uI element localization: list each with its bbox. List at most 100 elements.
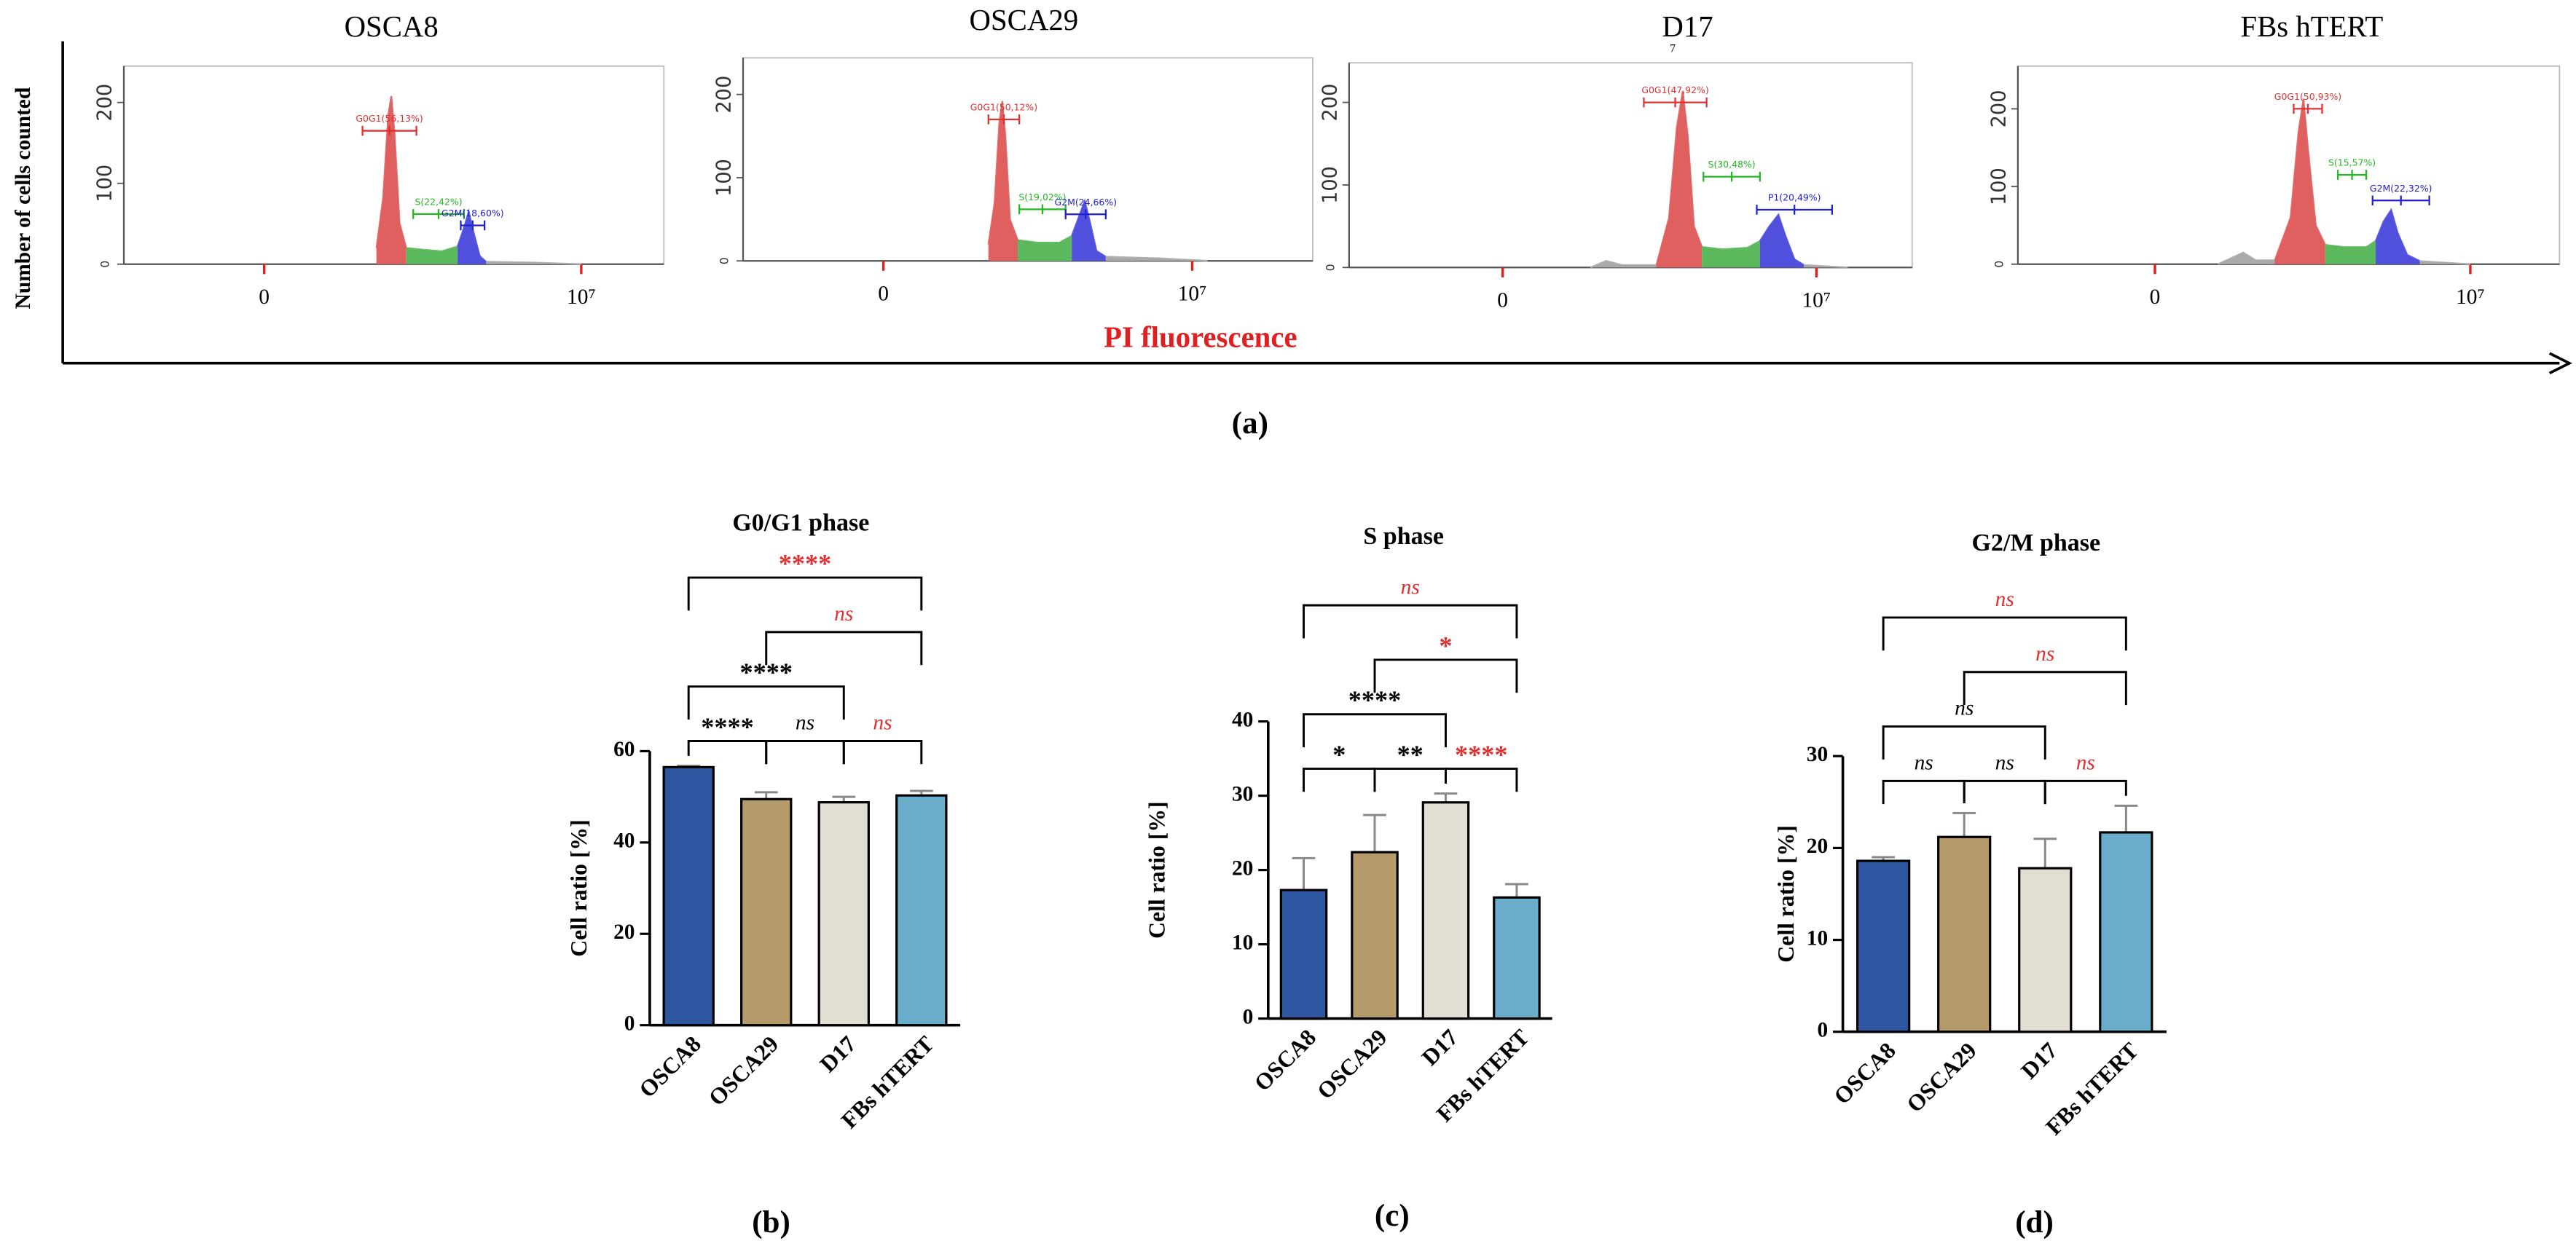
area-fill: [2274, 98, 2325, 264]
histogram-outline: [375, 95, 407, 248]
histogram-outline: [2218, 251, 2275, 265]
significance-bracket: [842, 740, 923, 765]
bar: [2099, 831, 2153, 1033]
area-fill: [2325, 240, 2376, 264]
significance-bracket: [1373, 768, 1447, 792]
x-tick-label: OSCA29: [1312, 1025, 1391, 1104]
y-tick-label: 0: [624, 1012, 635, 1035]
significance-label: ns: [2035, 642, 2054, 666]
significance-label: ns: [834, 602, 853, 626]
y-tick-label: 0: [1817, 1019, 1828, 1042]
histogram-outline: [1759, 213, 1805, 266]
y-tick-label: 200: [1319, 84, 1341, 122]
y-tick-label: 100: [1987, 168, 2010, 205]
significance-bracket: [1303, 713, 1447, 748]
x-tick-label: OSCA29: [1901, 1038, 1981, 1117]
histogram-outline: [987, 101, 1019, 245]
y-tick-label: 60: [613, 738, 635, 761]
x-tick-label: 10⁷: [1178, 283, 1207, 306]
bar: [1493, 896, 1541, 1020]
histogram-outline: [1105, 256, 1208, 262]
significance-bracket: [2043, 779, 2127, 805]
x-tick-label: 10⁷: [1802, 289, 1831, 312]
significance-bracket: [1882, 616, 2127, 651]
significance-label: ns: [1995, 588, 2014, 611]
y-tick-label: 20: [1232, 856, 1253, 880]
y-tick-label: 0: [1243, 1005, 1254, 1028]
x-tick-label: OSCA8: [1829, 1038, 1901, 1109]
y-tick-label: 200: [1987, 90, 2010, 127]
significance-bracket: [1444, 768, 1518, 792]
area-fill: [2376, 210, 2420, 264]
panel-label: (d): [2015, 1205, 2054, 1240]
significance-bracket: [1882, 779, 1966, 805]
x-tick-label: 0: [2150, 285, 2161, 309]
y-tick-label: 0: [718, 257, 731, 264]
histogram-outline: [2274, 98, 2326, 261]
x-tick-label: D17: [815, 1031, 861, 1077]
area-fill: [1702, 241, 1760, 268]
x-tick-label: 10⁷: [2456, 285, 2485, 309]
y-tick-label: 30: [1232, 782, 1253, 805]
panel-title: OSCA8: [345, 10, 439, 43]
y-tick-label: 100: [713, 159, 736, 197]
gate-label: G0G1(56,13%): [356, 113, 423, 124]
axis-arrow: [2548, 352, 2572, 374]
significance-label: ns: [2076, 751, 2095, 774]
bar: [662, 765, 715, 1027]
histogram-outline: [486, 261, 581, 265]
gate-label: S(15,57%): [2328, 157, 2376, 168]
gate-label: G2M(22,32%): [2370, 183, 2432, 194]
y-tick-label: 20: [1807, 835, 1828, 858]
bar: [1421, 801, 1470, 1020]
significance-label: ns: [1915, 751, 1933, 774]
histogram-outline: [457, 208, 487, 263]
panel-label: (b): [752, 1205, 790, 1240]
significance-bracket: [1373, 658, 1518, 693]
histogram-outline: [406, 245, 458, 253]
significance-bracket: [687, 740, 768, 765]
significance-label: *: [1439, 631, 1452, 660]
x-tick-label: OSCA8: [1249, 1025, 1321, 1096]
significance-bracket: [1303, 768, 1376, 792]
x-tick-label: 0: [1497, 289, 1508, 312]
significance-bracket: [687, 576, 923, 611]
bar: [1856, 859, 1911, 1033]
gate-label: G0G1(47,92%): [1641, 84, 1708, 95]
plot-frame: [1348, 62, 1913, 269]
y-tick-label: 0: [1323, 264, 1337, 271]
gate-label: G2M(24,66%): [1055, 197, 1118, 208]
bar: [1351, 851, 1399, 1020]
chart-title: S phase: [1363, 523, 1444, 550]
significance-bracket: [1303, 604, 1518, 639]
area-fill: [1759, 214, 1805, 268]
area-fill: [1072, 200, 1106, 261]
bar: [895, 794, 948, 1027]
plot-frame: [742, 57, 1313, 262]
area-fill: [2218, 252, 2275, 264]
significance-label: ****: [779, 549, 832, 578]
chart-title: G2/M phase: [1971, 529, 2100, 556]
y-tick-label: 100: [94, 165, 117, 202]
gate-label: G0G1(50,12%): [970, 102, 1037, 113]
x-tick-label: D17: [1417, 1025, 1463, 1071]
x-tick-label: OSCA29: [704, 1031, 783, 1111]
annotation: 7: [1670, 43, 1676, 55]
significance-bracket: [687, 685, 845, 720]
y-tick-label: 30: [1807, 743, 1828, 766]
panel-title: FBs hTERT: [2240, 10, 2383, 43]
histogram-outline: [2375, 208, 2421, 262]
gate-label: S(30,48%): [1708, 159, 1755, 170]
y-axis-label: Cell ratio [%]: [1773, 825, 1799, 963]
bar: [2018, 867, 2073, 1033]
area-fill: [458, 211, 487, 264]
x-tick-label: OSCA8: [635, 1031, 706, 1103]
y-axis-label: Cell ratio [%]: [1144, 801, 1169, 939]
bar: [740, 797, 793, 1027]
y-tick-label: 40: [1232, 708, 1253, 731]
significance-label: *: [1332, 740, 1346, 769]
chart-title: G0/G1 phase: [732, 510, 869, 537]
histogram-outline: [1804, 264, 1848, 269]
